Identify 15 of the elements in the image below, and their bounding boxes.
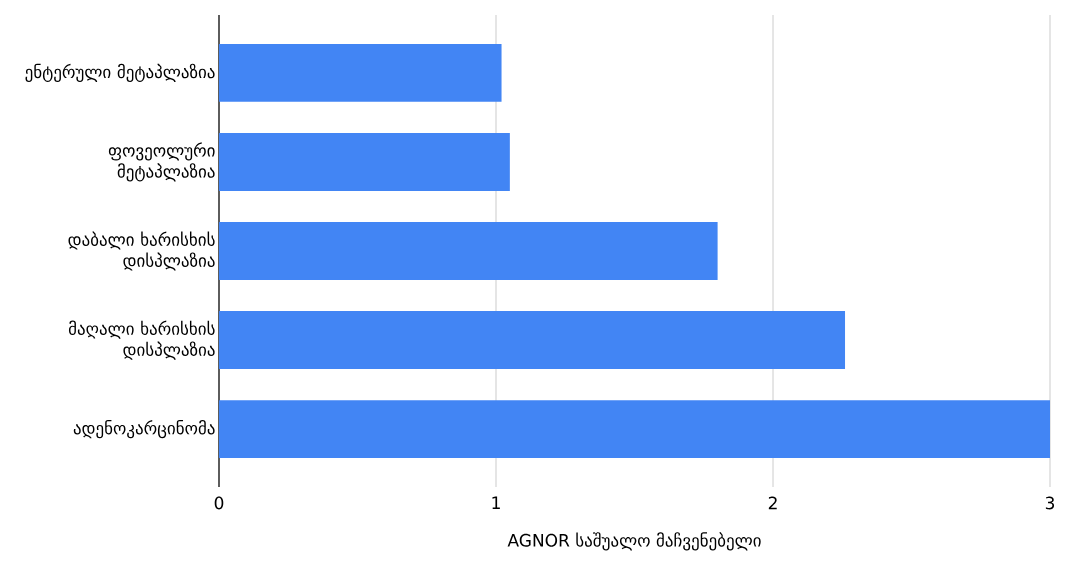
bar [219, 311, 846, 370]
y-tick-label: ფოვეოლური მეტაპლაზია [108, 142, 215, 182]
x-tick-label: 1 [492, 496, 500, 509]
y-tick-label: მაღალი ხარისხის დისპლაზია [68, 320, 215, 360]
bar [219, 400, 1050, 459]
y-tick-label: დაბალი ხარისხის დისპლაზია [68, 231, 215, 271]
y-tick-label: ადენოკარცინომა [73, 419, 215, 439]
x-tick-label: 0 [214, 496, 224, 510]
bar [219, 222, 718, 280]
x-tick-label: 3 [1045, 496, 1055, 510]
y-tick-label: ენტერული მეტაპლაზია [25, 63, 215, 83]
x-tick-label: 2 [768, 496, 777, 510]
bar [219, 133, 510, 191]
bar [219, 43, 502, 102]
x-axis-title: AGNOR საშუალო მაჩვენებელი [507, 532, 761, 551]
